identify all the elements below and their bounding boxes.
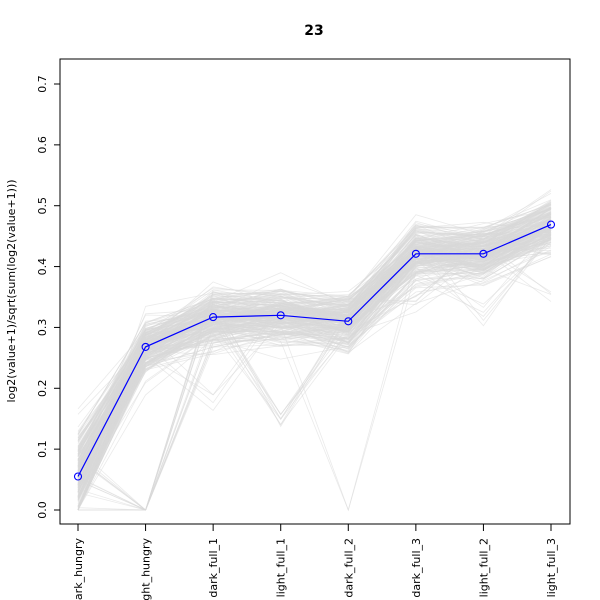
y-tick-label: 0.0 — [36, 501, 49, 519]
y-tick-label: 0.2 — [36, 380, 49, 398]
y-tick-label: 0.3 — [36, 319, 49, 337]
y-tick-label: 0.1 — [36, 440, 49, 458]
background-line — [77, 243, 552, 512]
background-line — [77, 237, 552, 507]
data-point — [411, 249, 420, 258]
data-point — [546, 220, 556, 229]
data-point — [141, 342, 150, 351]
series-line — [77, 224, 552, 477]
x-tick-label: light_full_1 — [275, 538, 288, 597]
x-tick-label: light_full_3 — [545, 538, 558, 597]
x-tick-label: light_hungry — [140, 538, 153, 600]
x-tick-label: light_full_2 — [477, 538, 490, 597]
chart-title: 23 — [304, 23, 323, 39]
background-line — [77, 228, 552, 511]
x-tick-label: dark_full_2 — [342, 538, 355, 598]
x-axis: dark_hungry light_hungry dark_full_1 light_… — [72, 523, 558, 600]
background-line — [77, 253, 552, 510]
x-tick-label: dark_full_3 — [410, 538, 423, 598]
background-line — [77, 238, 552, 511]
background-line — [77, 223, 552, 509]
data-point — [479, 249, 488, 258]
background-line — [77, 206, 552, 511]
background-line — [77, 219, 552, 467]
y-tick-label: 0.5 — [36, 197, 49, 215]
background-line — [77, 245, 552, 500]
background-line — [77, 223, 552, 471]
x-tick-label: dark_hungry — [72, 538, 85, 600]
background-profile-lines — [77, 189, 552, 512]
data-point — [344, 317, 353, 326]
background-line — [77, 230, 552, 477]
data-point — [276, 311, 285, 320]
background-line — [77, 231, 552, 449]
y-axis-label: log2(value+1)/sqrt(sum(log2(value+1))) — [5, 179, 18, 402]
background-line — [77, 233, 552, 511]
background-line — [77, 241, 552, 511]
background-line — [77, 256, 552, 498]
background-line — [77, 212, 552, 511]
background-line — [77, 241, 552, 511]
background-line — [77, 220, 552, 472]
highlighted-series — [73, 220, 556, 481]
data-point — [209, 313, 218, 322]
background-line — [77, 231, 552, 463]
background-line — [77, 233, 552, 501]
background-line — [77, 234, 552, 511]
y-tick-label: 0.6 — [36, 136, 49, 154]
x-tick-label: dark_full_1 — [207, 538, 220, 598]
background-line — [78, 256, 552, 511]
y-tick-label: 0.7 — [36, 75, 49, 93]
data-point — [73, 472, 83, 481]
y-axis: 0.0 0.1 0.2 0.3 0.4 0.5 0.6 0.7 — [36, 75, 61, 519]
y-tick-label: 0.4 — [36, 258, 49, 276]
background-line — [77, 231, 552, 492]
